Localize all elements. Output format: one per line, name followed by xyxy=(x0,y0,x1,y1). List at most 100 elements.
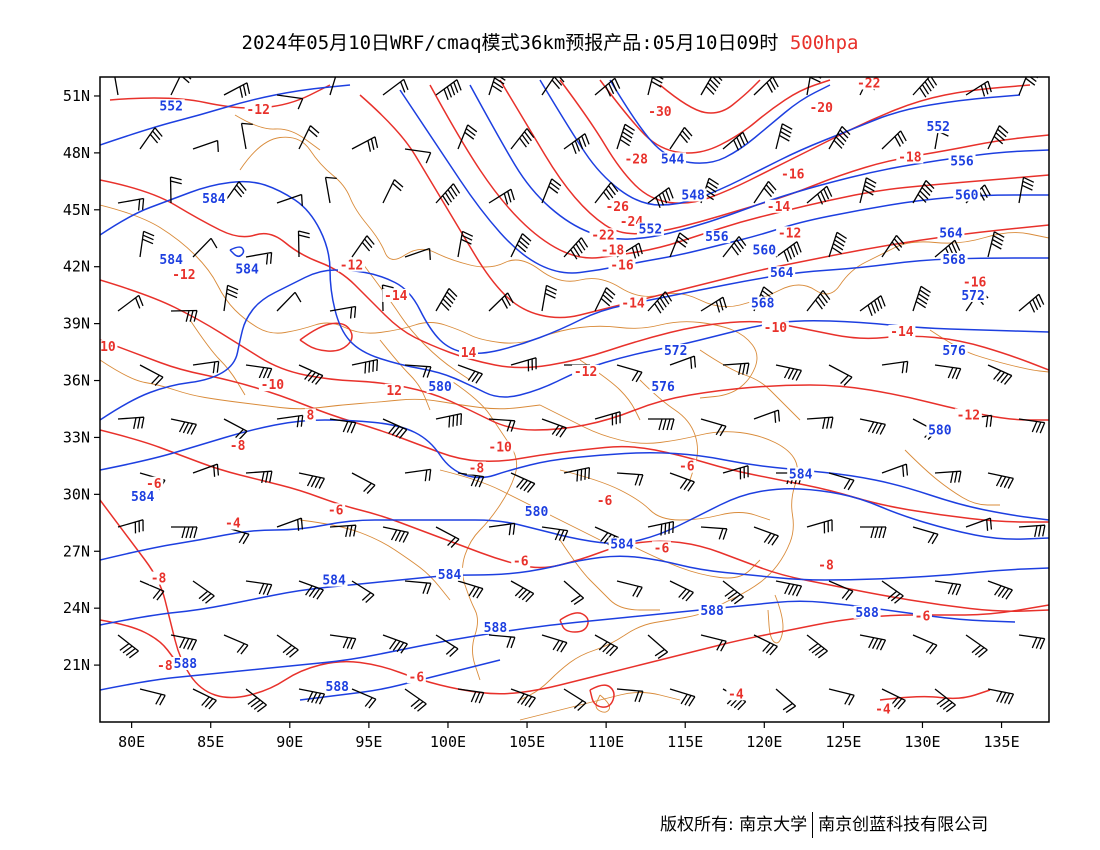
boundary-line xyxy=(100,359,541,410)
wind-barb xyxy=(700,526,728,540)
height-label: 560 xyxy=(753,243,777,258)
temperature-isotherm xyxy=(109,84,331,109)
temperature-isotherm xyxy=(879,689,991,701)
label-background xyxy=(940,343,968,357)
wind-barb xyxy=(435,634,459,657)
label-background xyxy=(622,152,650,166)
wind-barb xyxy=(775,241,802,263)
boundary-line xyxy=(767,594,784,644)
height-label: 568 xyxy=(942,253,966,268)
label-background xyxy=(426,380,454,394)
y-tick-label: 42N xyxy=(63,258,90,276)
temperature-label: -12 xyxy=(574,365,597,380)
label-background xyxy=(170,268,198,282)
wind-barb xyxy=(170,309,198,322)
label-background xyxy=(776,226,804,240)
label-background xyxy=(595,493,615,507)
wind-barb xyxy=(329,418,357,434)
wind-barb xyxy=(117,197,145,211)
label-background xyxy=(459,345,479,359)
wind-barb xyxy=(647,187,674,209)
wind-barb xyxy=(700,296,727,313)
wind-barb xyxy=(647,77,664,96)
label-background xyxy=(646,104,674,118)
wind-barb xyxy=(435,183,461,206)
temperature-label: -6 xyxy=(654,541,670,556)
wind-barb xyxy=(139,580,165,601)
wind-barb xyxy=(700,634,727,652)
wind-barb xyxy=(276,414,304,428)
height-isoline xyxy=(229,246,245,258)
height-label: 580 xyxy=(428,380,452,395)
boundary-line xyxy=(449,379,518,681)
country-province-boundaries xyxy=(100,114,1049,721)
wind-barb xyxy=(139,127,163,150)
wind-barb xyxy=(722,580,744,605)
x-tick-label: 135E xyxy=(983,733,1019,751)
wind-barb xyxy=(806,77,822,96)
height-label: 556 xyxy=(950,154,974,169)
wind-barb xyxy=(351,136,379,152)
title-main: 2024年05月10日WRF/cmaq模式36km预报产品:05月10日09时 xyxy=(241,32,779,54)
label-background xyxy=(703,230,731,244)
wind-barb xyxy=(594,182,619,204)
wind-barb xyxy=(859,418,886,435)
y-tick-label: 30N xyxy=(63,485,90,503)
height-label: 564 xyxy=(770,266,794,281)
wind-barb xyxy=(828,231,847,258)
wind-barb xyxy=(329,524,357,538)
wind-barb xyxy=(276,94,304,110)
temperature-label: -6 xyxy=(328,503,344,518)
wind-barb xyxy=(435,526,460,548)
wind-barb xyxy=(828,364,853,386)
label-background xyxy=(855,77,883,90)
wind-barb xyxy=(351,358,379,374)
wind-barb xyxy=(117,416,145,430)
wind-barb xyxy=(647,634,669,659)
wind-barb xyxy=(1018,418,1046,434)
label-background xyxy=(523,505,551,519)
y-tick-label: 39N xyxy=(63,315,90,333)
label-background xyxy=(948,154,976,168)
temperature-isotherm xyxy=(100,429,1049,612)
wind-barb xyxy=(404,247,431,260)
wind-barb xyxy=(616,242,643,259)
temperature-isotherm xyxy=(299,322,353,352)
label-background xyxy=(244,103,272,117)
company-text: 南京创蓝科技有限公司 xyxy=(818,815,989,835)
wind-barb xyxy=(616,123,635,150)
wind-barb xyxy=(541,418,567,438)
wind-barb xyxy=(351,235,375,258)
wind-barb xyxy=(510,357,537,372)
wind-barb xyxy=(647,291,673,314)
height-label: 584 xyxy=(159,253,183,268)
boundary-line xyxy=(359,259,471,381)
wind-barb xyxy=(616,580,643,598)
label-background xyxy=(157,252,185,266)
wind-barb xyxy=(457,230,474,258)
wind-barb xyxy=(192,688,217,710)
label-background xyxy=(304,408,316,422)
wind-barb xyxy=(828,580,854,601)
wind-barb xyxy=(298,472,325,489)
temperature-label: -8 xyxy=(818,558,834,573)
temperature-isotherm xyxy=(589,684,615,708)
temperature-label: -16 xyxy=(781,168,805,183)
wind-barb xyxy=(329,634,357,650)
temperature-isotherm xyxy=(599,79,831,154)
wind-barb xyxy=(912,285,931,312)
wind-barb xyxy=(541,178,562,204)
wind-barb xyxy=(223,181,247,204)
wind-barb xyxy=(1018,77,1039,96)
wind-barb xyxy=(934,239,961,259)
temperature-label: -6 xyxy=(513,555,529,570)
wind-barb xyxy=(276,517,304,531)
label-background xyxy=(406,670,426,684)
label-background xyxy=(953,188,981,202)
chart-title: 2024年05月10日WRF/cmaq模式36km预报产品:05月10日09时 … xyxy=(0,28,1100,55)
label-background xyxy=(603,199,631,213)
label-background xyxy=(481,620,509,634)
temperature-isotherm xyxy=(559,612,589,633)
height-label: 584 xyxy=(235,262,259,277)
label-background xyxy=(726,687,746,701)
